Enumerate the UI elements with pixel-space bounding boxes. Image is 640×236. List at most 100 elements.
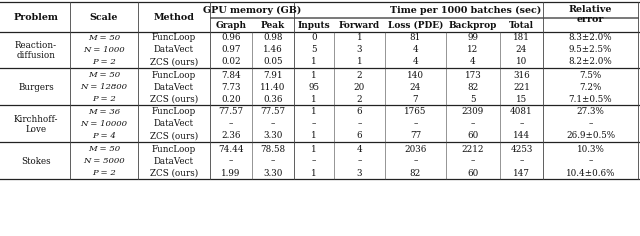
Text: 4: 4 [356,144,362,153]
Text: 0: 0 [311,34,317,42]
Text: Time per 1000 batches (sec): Time per 1000 batches (sec) [390,5,541,15]
Text: 7.2%: 7.2% [579,83,602,92]
Text: 12: 12 [467,46,479,55]
Text: 99: 99 [467,34,479,42]
Text: 316: 316 [513,71,530,80]
Text: 1: 1 [311,131,317,140]
Text: Peak: Peak [261,21,285,30]
Text: ZCS (ours): ZCS (ours) [150,131,198,140]
Text: 0.20: 0.20 [221,94,241,104]
Text: 8.3±2.0%: 8.3±2.0% [569,34,612,42]
Text: –: – [519,119,524,128]
Text: 82: 82 [410,169,421,177]
Text: 181: 181 [513,34,530,42]
Text: FuncLoop: FuncLoop [152,108,196,117]
Text: 10: 10 [516,58,527,67]
Text: 1: 1 [311,58,317,67]
Text: 9.5±2.5%: 9.5±2.5% [569,46,612,55]
Text: 1: 1 [311,144,317,153]
Text: ZCS (ours): ZCS (ours) [150,58,198,67]
Text: ZCS (ours): ZCS (ours) [150,169,198,177]
Text: –: – [588,156,593,165]
Text: M = 50: M = 50 [88,71,120,79]
Text: 2212: 2212 [461,144,484,153]
Text: 7: 7 [413,94,419,104]
Text: 4: 4 [413,58,419,67]
Text: 60: 60 [467,169,479,177]
Text: 144: 144 [513,131,530,140]
Text: 7.73: 7.73 [221,83,241,92]
Text: 77.57: 77.57 [260,108,285,117]
Text: 1: 1 [311,169,317,177]
Text: –: – [588,119,593,128]
Text: 0.36: 0.36 [263,94,283,104]
Text: 2.36: 2.36 [221,131,241,140]
Text: 0.97: 0.97 [221,46,241,55]
Text: DataVect: DataVect [154,119,194,128]
Text: 78.58: 78.58 [260,144,285,153]
Text: –: – [413,156,418,165]
Text: 0.02: 0.02 [221,58,241,67]
Text: N = 12800: N = 12800 [81,83,127,91]
Text: Forward: Forward [339,21,380,30]
Text: –: – [413,119,418,128]
Text: –: – [229,119,233,128]
Text: DataVect: DataVect [154,46,194,55]
Text: Love: Love [26,125,47,134]
Text: 140: 140 [407,71,424,80]
Text: 6: 6 [356,108,362,117]
Text: 0.98: 0.98 [263,34,283,42]
Text: P = 2: P = 2 [92,58,116,66]
Text: 10.4±0.6%: 10.4±0.6% [566,169,615,177]
Text: 4: 4 [470,58,476,67]
Text: Method: Method [154,13,195,21]
Text: M = 50: M = 50 [88,34,120,42]
Text: 4253: 4253 [510,144,532,153]
Text: 4081: 4081 [510,108,533,117]
Text: –: – [271,119,275,128]
Text: –: – [312,119,316,128]
Text: FuncLoop: FuncLoop [152,144,196,153]
Text: Graph: Graph [216,21,246,30]
Text: 20: 20 [354,83,365,92]
Text: N = 1000: N = 1000 [83,46,125,54]
Text: 221: 221 [513,83,530,92]
Text: –: – [357,156,362,165]
Text: 3: 3 [356,46,362,55]
Text: M = 50: M = 50 [88,145,120,153]
Text: FuncLoop: FuncLoop [152,34,196,42]
Text: Problem: Problem [13,13,58,21]
Text: 74.44: 74.44 [218,144,244,153]
Text: 82: 82 [467,83,479,92]
Text: 77: 77 [410,131,421,140]
Text: Total: Total [509,21,534,30]
Text: 3.30: 3.30 [263,169,283,177]
Text: –: – [471,119,475,128]
Text: Inputs: Inputs [298,21,330,30]
Bar [0,2,640,179]
Text: 15: 15 [516,94,527,104]
Text: 2: 2 [356,71,362,80]
Text: 2309: 2309 [462,108,484,117]
Text: Loss (PDE): Loss (PDE) [388,21,443,30]
Text: Scale: Scale [90,13,118,21]
Text: Burgers: Burgers [18,83,54,92]
Text: GPU memory (GB): GPU memory (GB) [203,5,301,15]
Text: –: – [271,156,275,165]
Text: 11.40: 11.40 [260,83,285,92]
Text: diffusion: diffusion [17,51,56,59]
Text: error: error [577,16,604,25]
Text: 7.5%: 7.5% [579,71,602,80]
Text: 5: 5 [470,94,476,104]
Text: Stokes: Stokes [21,156,51,165]
Text: 173: 173 [465,71,481,80]
Text: 24: 24 [410,83,421,92]
Text: ZCS (ours): ZCS (ours) [150,94,198,104]
Text: –: – [229,156,233,165]
Text: 1: 1 [356,34,362,42]
Text: 60: 60 [467,131,479,140]
Text: 1: 1 [311,108,317,117]
Text: 7.91: 7.91 [263,71,283,80]
Text: 7.84: 7.84 [221,71,241,80]
Text: DataVect: DataVect [154,83,194,92]
